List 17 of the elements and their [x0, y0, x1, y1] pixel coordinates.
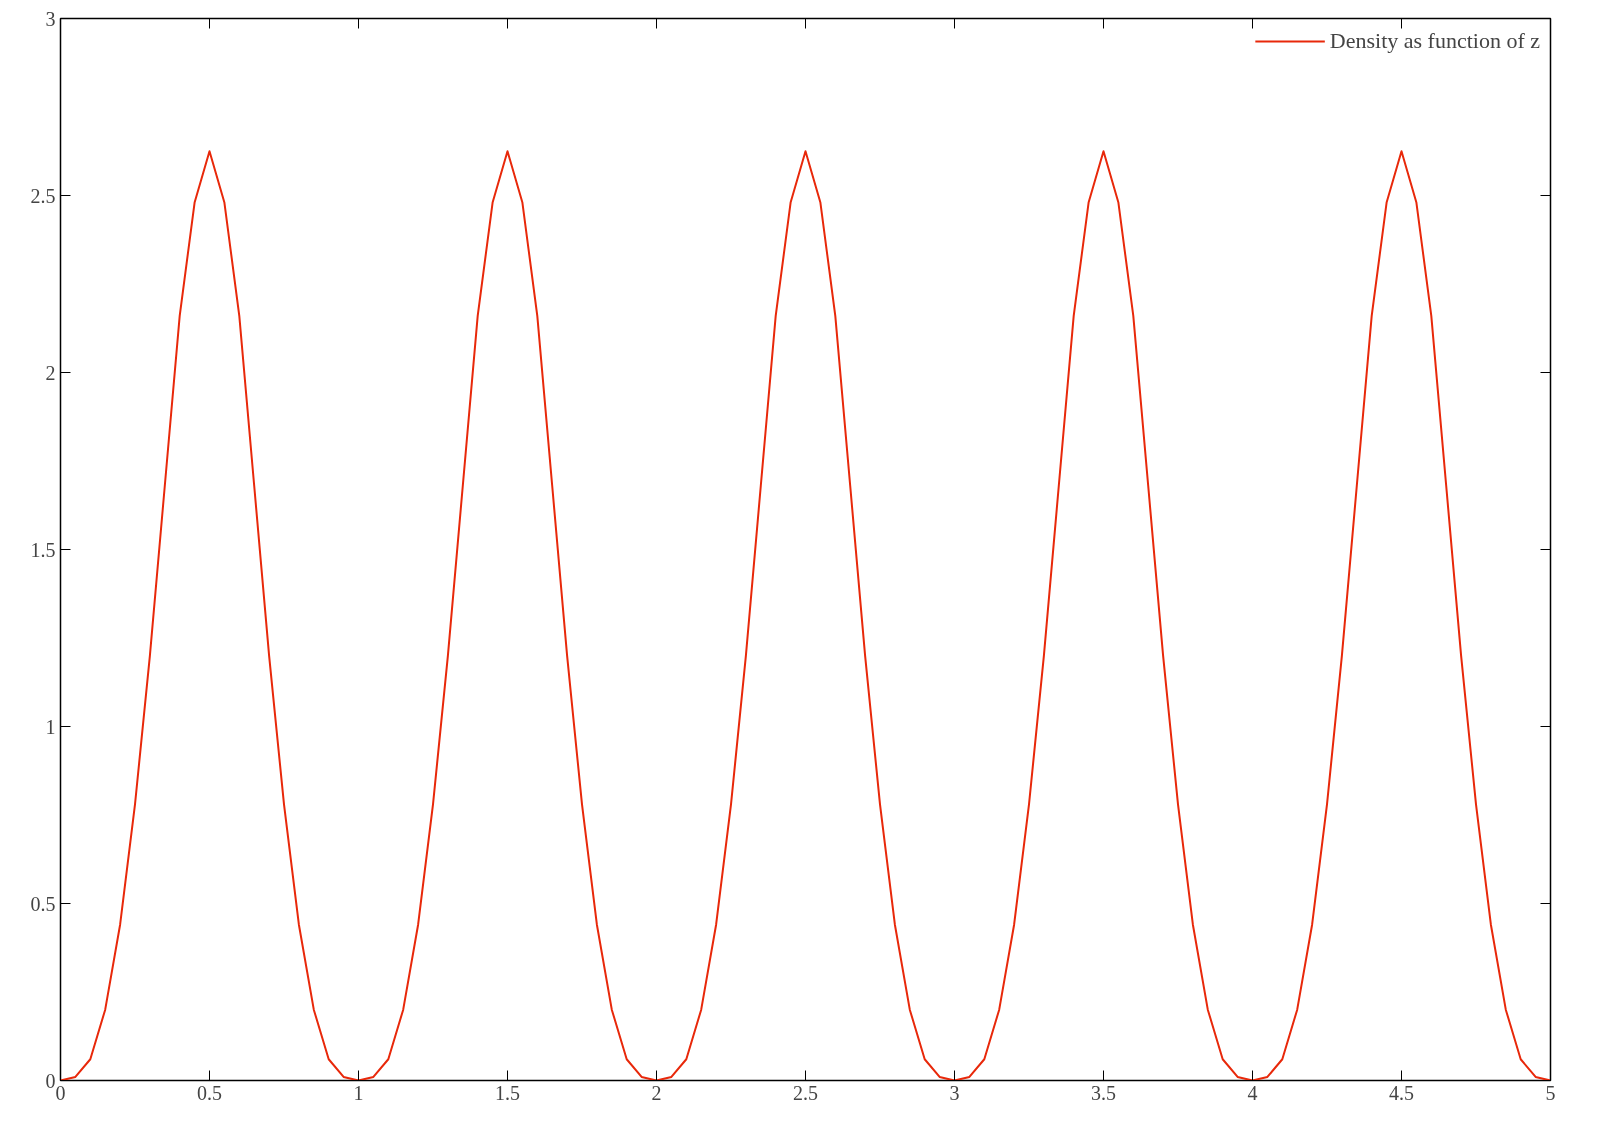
y-tick-label: 1 — [45, 715, 56, 738]
y-tick-label: 2.5 — [30, 184, 56, 207]
x-tick-label: 2.5 — [793, 1081, 818, 1104]
x-tick-label: 3 — [949, 1081, 960, 1104]
x-tick-label: 2 — [651, 1081, 662, 1104]
legend-label: Density as function of z — [1329, 28, 1540, 54]
x-tick-label: 4 — [1247, 1081, 1258, 1104]
y-tick-label: 1.5 — [30, 538, 56, 561]
x-tick-label: 5 — [1545, 1081, 1556, 1104]
x-tick-label: 3.5 — [1091, 1081, 1116, 1104]
x-tick-label: 4.5 — [1389, 1081, 1414, 1104]
y-tick-label: 0.5 — [30, 892, 56, 915]
x-tick-label: 1 — [353, 1081, 364, 1104]
x-tick-label: 0.5 — [197, 1081, 222, 1104]
y-tick-label: 3 — [45, 7, 56, 30]
x-tick-label: 1.5 — [495, 1081, 520, 1104]
y-tick-label: 2 — [45, 361, 56, 384]
